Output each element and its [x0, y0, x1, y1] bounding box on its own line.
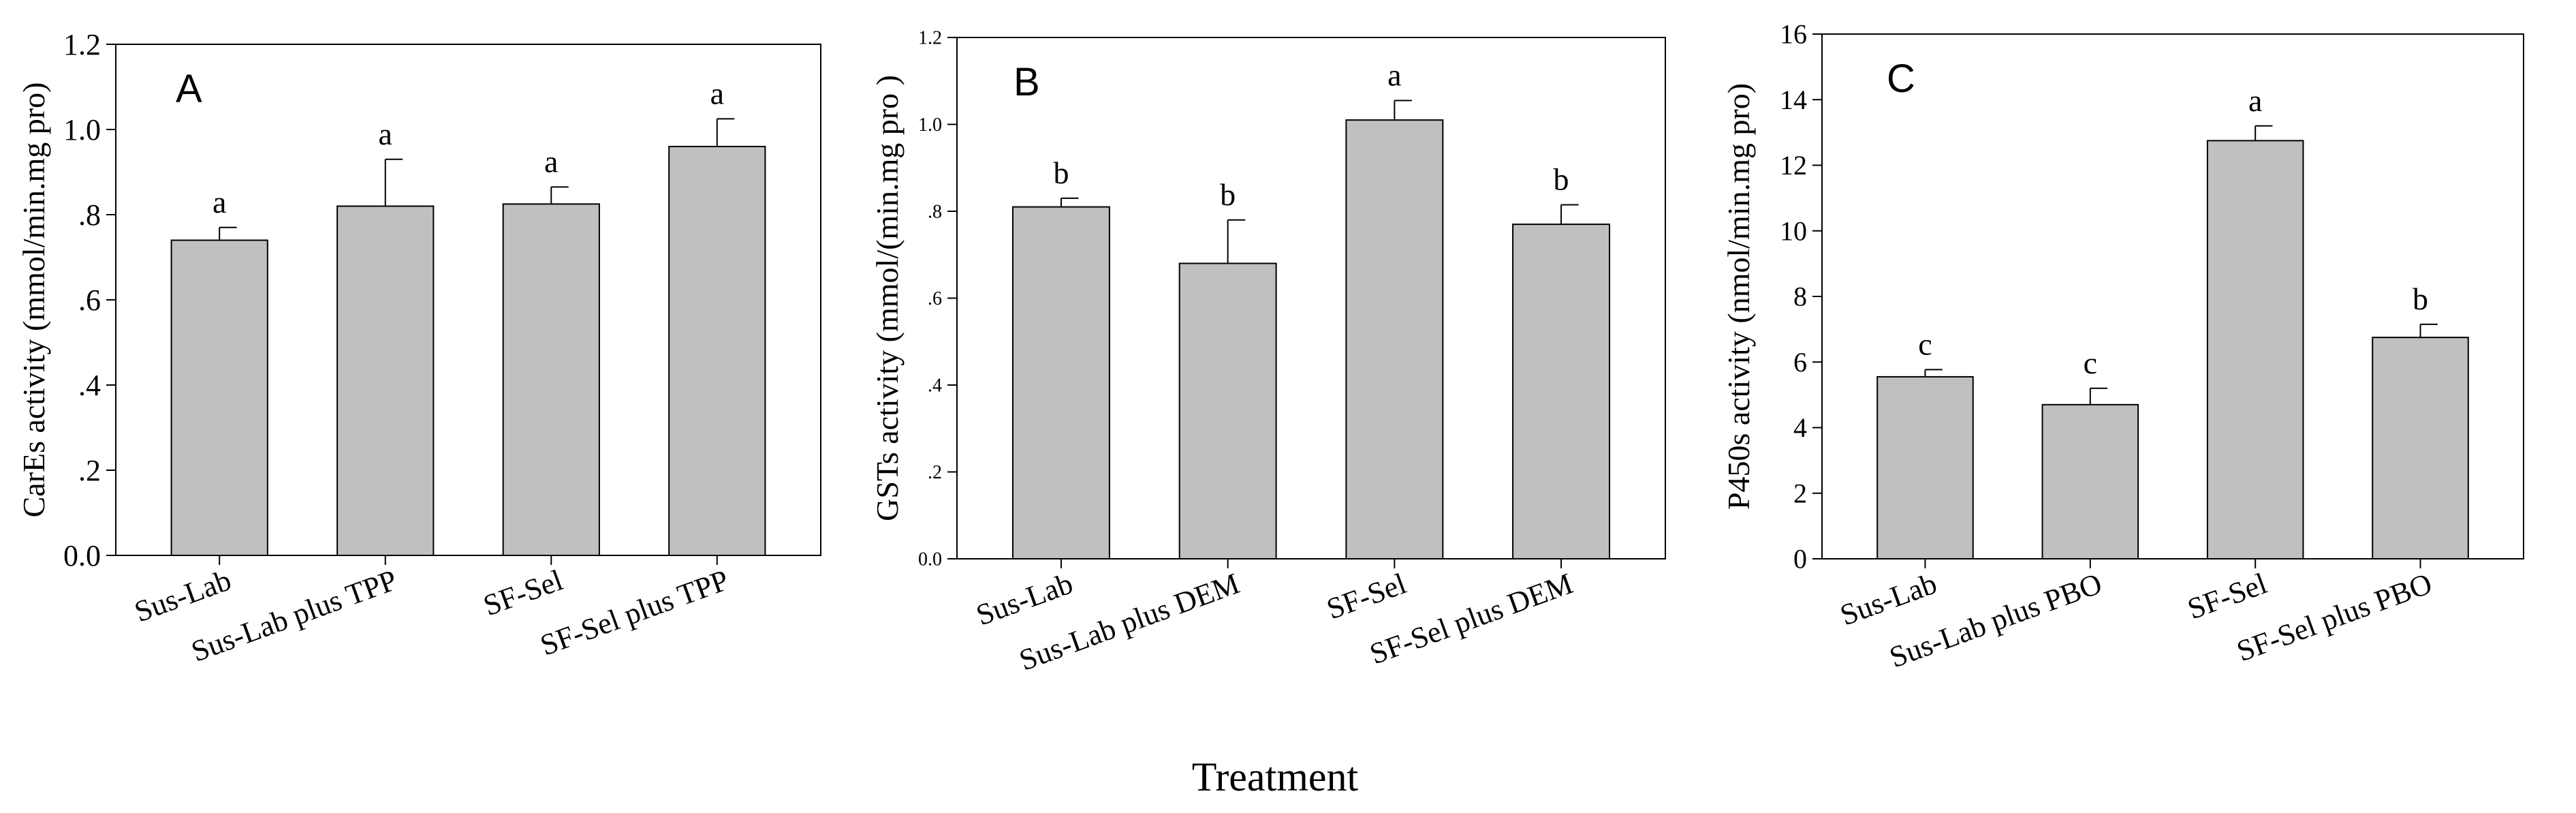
y-axis-title: CarEs activity (mmol/min.mg pro): [16, 82, 51, 518]
significance-letter: a: [544, 144, 558, 179]
bar: [502, 203, 600, 556]
significance-letter: a: [2248, 83, 2262, 118]
significance-letter: a: [213, 185, 226, 219]
bar: [668, 146, 766, 556]
y-tick-label: 1.2: [918, 28, 942, 49]
y-tick-label: 14: [1780, 85, 1807, 115]
figure-x-axis-label: Treatment: [1192, 754, 1359, 799]
y-tick-label: 1.0: [918, 114, 942, 136]
y-tick-label: .2: [928, 462, 942, 483]
bar: [2206, 140, 2304, 559]
x-category-label: SF-Sel plus TPP: [536, 563, 733, 662]
bar: [2372, 337, 2469, 559]
y-tick-label: .6: [928, 288, 942, 309]
significance-letter: b: [1053, 155, 1069, 190]
panel-label: C: [1887, 57, 1915, 101]
chart-panel-c: 0 2 4 6 8 10 12 14 16 P450s activity (nmol/min.mg…: [1721, 19, 2524, 674]
bar: [1876, 375, 1974, 559]
panels: 0.0 .2 .4 .6 .8 1.0 1.2 CarEs activity (mmol/mi…: [16, 19, 2524, 677]
y-tick-label: .2: [78, 454, 101, 487]
x-category-label: Sus-Lab: [972, 566, 1078, 632]
bar: [336, 205, 435, 556]
y-tick-label: 1.2: [63, 28, 101, 61]
bar: [1512, 224, 1611, 559]
significance-letter: a: [1387, 57, 1401, 92]
y-axis-title: GSTs activity (mmol/(min.mg pro ): [870, 75, 905, 521]
significance-letter: c: [2084, 346, 2097, 380]
y-tick-label: 0.0: [63, 539, 101, 572]
x-category-label: SF-Sel: [2183, 566, 2271, 626]
bar: [2041, 403, 2139, 559]
y-tick-label: .8: [928, 202, 942, 223]
y-tick-label: 2: [1793, 478, 1807, 508]
bar: [1011, 206, 1110, 559]
bar: [170, 239, 268, 556]
y-tick-label: .4: [928, 375, 942, 397]
bar: [1178, 262, 1277, 559]
y-tick-label: 12: [1780, 150, 1807, 181]
chart-panel-b: 0.0 .2 .4 .6 .8 1.0 1.2 GSTs activity (mmol/(mi…: [870, 28, 1666, 677]
y-tick-label: 0.0: [918, 549, 942, 570]
significance-letter: b: [2413, 281, 2428, 316]
x-category-label: SF-Sel: [479, 563, 567, 622]
significance-letter: a: [379, 117, 392, 151]
y-tick-label: .4: [78, 369, 101, 402]
y-tick-label: 10: [1780, 215, 1807, 246]
y-tick-label: 4: [1793, 412, 1807, 443]
significance-letter: b: [1554, 162, 1569, 196]
x-category-label: Sus-Lab: [130, 563, 236, 628]
y-tick-label: .8: [78, 198, 101, 232]
significance-letter: c: [1918, 326, 1932, 361]
x-category-label: SF-Sel: [1322, 566, 1410, 626]
significance-letter: b: [1220, 177, 1236, 212]
bar: [1345, 119, 1444, 559]
chart-panel-a: 0.0 .2 .4 .6 .8 1.0 1.2 CarEs activity (mmol/mi…: [16, 28, 821, 669]
y-tick-label: 16: [1780, 19, 1807, 50]
x-category-label: Sus-Lab: [1836, 566, 1941, 632]
y-tick-label: .6: [78, 283, 101, 317]
y-tick-label: 1.0: [63, 113, 101, 147]
significance-letter: a: [710, 76, 724, 110]
y-tick-label: 0: [1793, 544, 1807, 574]
panel-label: B: [1014, 60, 1040, 104]
y-axis-title: P450s activity (nmol/min.mg pro): [1721, 83, 1756, 510]
y-tick-label: 8: [1793, 281, 1807, 312]
y-tick-label: 6: [1793, 347, 1807, 378]
panel-label: A: [176, 67, 202, 111]
